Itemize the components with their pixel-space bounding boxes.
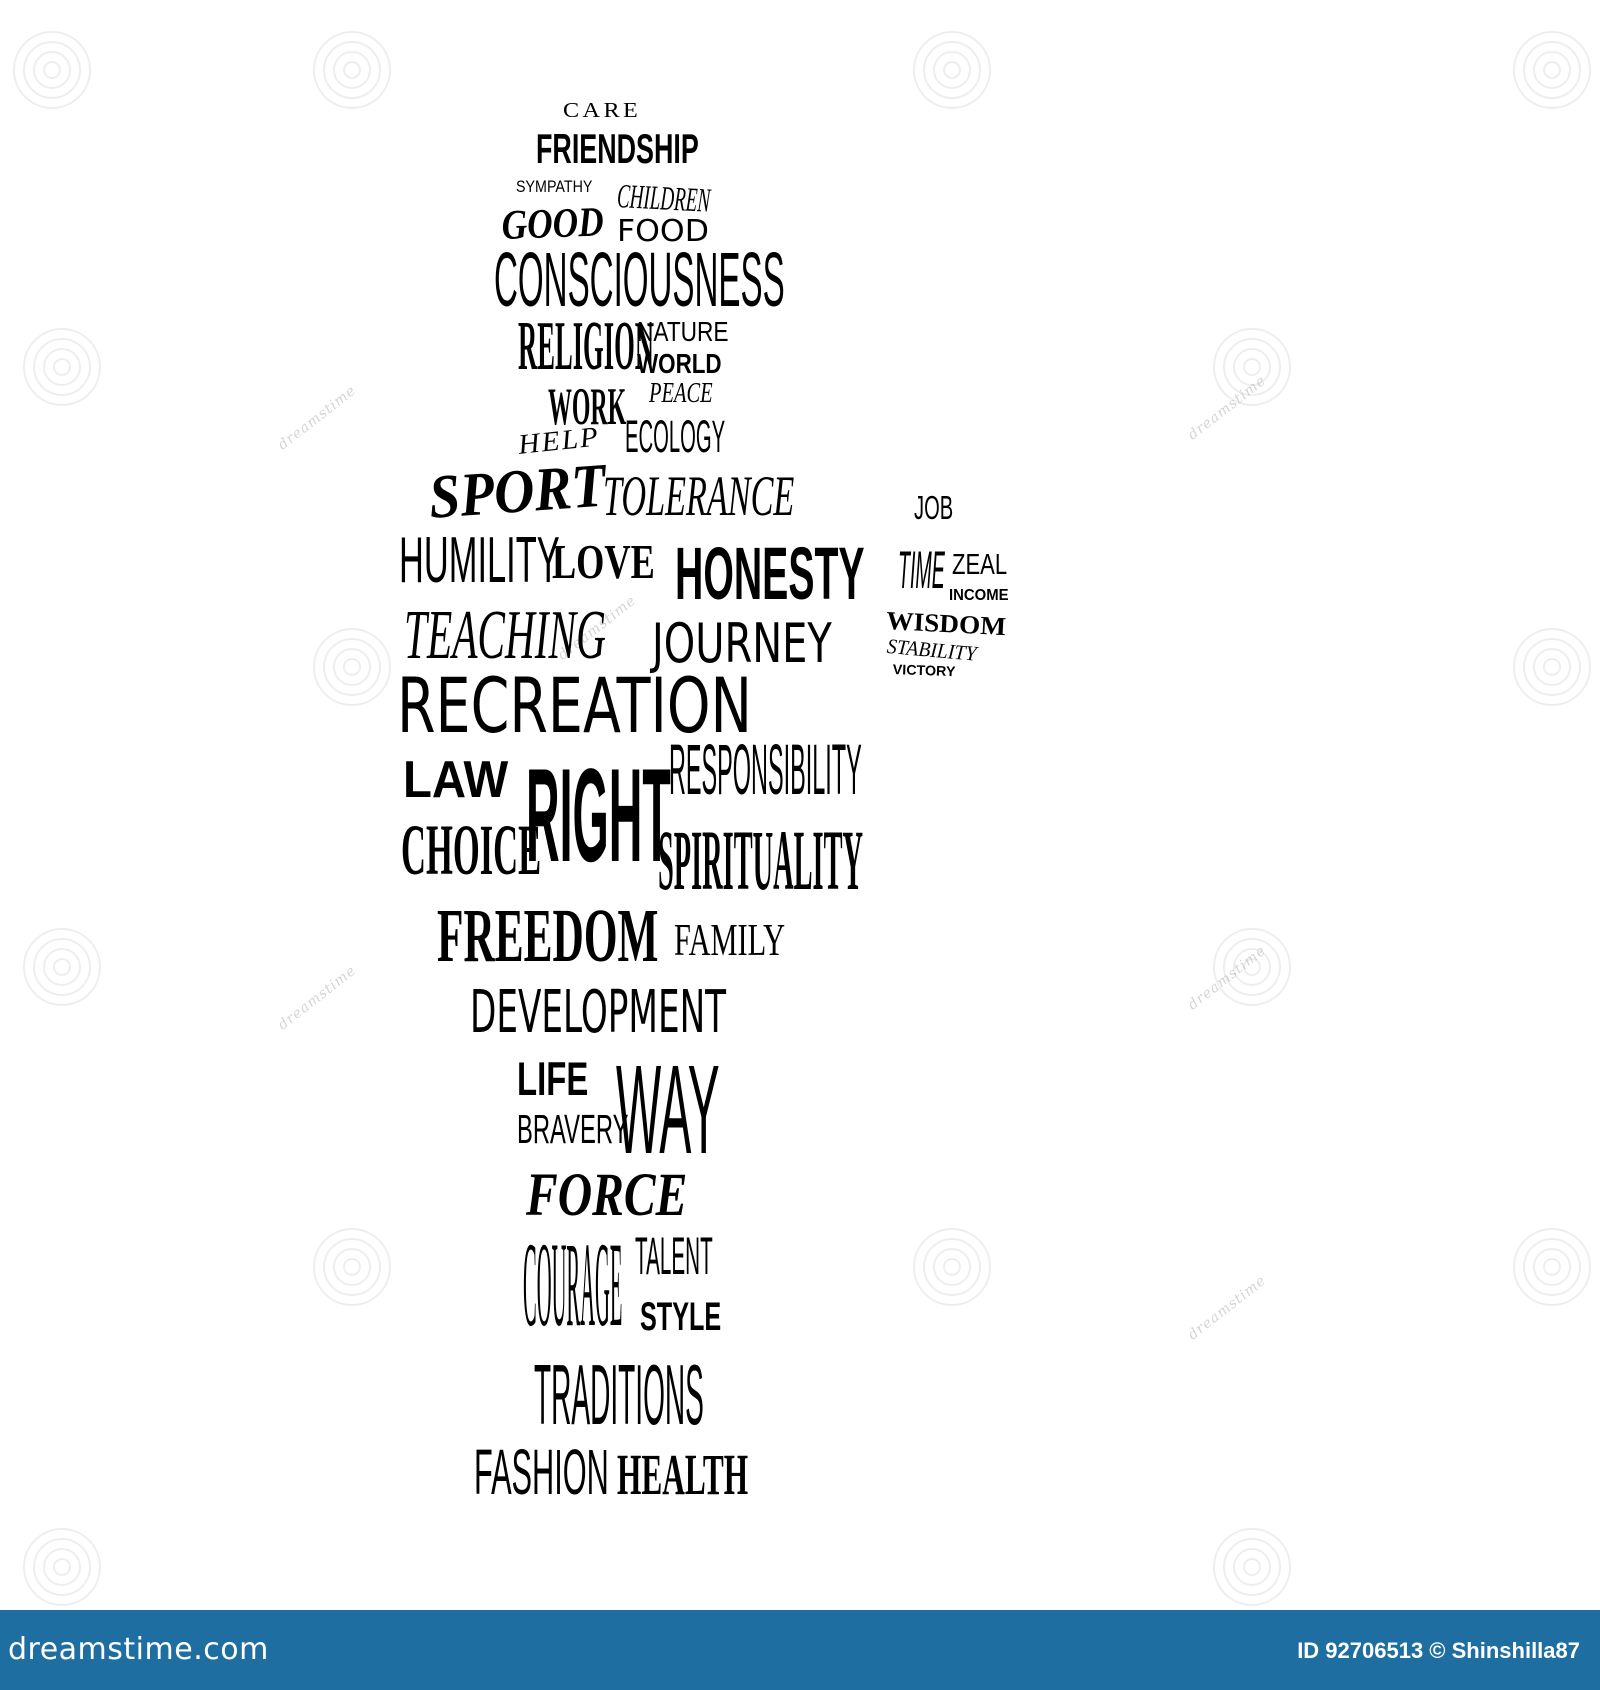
word-job: JOB: [914, 489, 954, 526]
watermark-swirl-icon: [23, 928, 101, 1006]
word-tolerance: TOLERANCE: [603, 465, 795, 528]
word-health: HEALTH: [617, 1442, 749, 1507]
word-world: WORLD: [637, 348, 722, 379]
word-victory: VICTORY: [892, 661, 956, 680]
word-traditions: TRADITIONS: [534, 1348, 704, 1443]
word-freedom: FREEDOM: [437, 894, 659, 978]
word-style: STYLE: [640, 1295, 722, 1339]
word-consciousness: CONSCIOUSNESS: [494, 237, 785, 323]
watermark-swirl-icon: [1213, 928, 1291, 1006]
word-honesty: HONESTY: [675, 532, 865, 615]
word-religion: RELIGION: [518, 308, 654, 385]
word-responsibility: RESPONSIBILITY: [669, 731, 862, 810]
watermark-swirl-icon: [313, 1228, 391, 1306]
word-family: FAMILY: [674, 914, 786, 965]
word-right: RIGHT: [526, 742, 671, 890]
word-talent: TALENT: [635, 1227, 713, 1286]
word-income: INCOME: [949, 587, 1009, 604]
image-credit: ID 92706513 © Shinshilla87: [1297, 1638, 1580, 1663]
word-art-canvas: dreamstime dreamstime dreamstime dreamst…: [13, 31, 1591, 1606]
word-bravery: BRAVERY: [517, 1106, 629, 1152]
watermark-swirl-icon: [1513, 1228, 1591, 1306]
word-food: FOOD: [617, 214, 709, 249]
watermark-swirl-icon: [13, 31, 91, 109]
word-care: CARE: [563, 98, 642, 122]
word-way: WAY: [616, 1039, 720, 1180]
watermark-swirl-icon: [1513, 31, 1591, 109]
word-journey: JOURNEY: [652, 612, 832, 675]
watermark-text: dreamstime: [275, 382, 360, 454]
word-sport: SPORT: [426, 451, 608, 532]
word-zeal: ZEAL: [952, 549, 1008, 581]
word-teaching: TEACHING: [404, 597, 606, 674]
word-fashion: FASHION: [474, 1436, 609, 1508]
word-friendship: FRIENDSHIP: [536, 125, 699, 172]
word-development: DEVELOPMENT: [470, 977, 727, 1046]
word-children: CHILDREN: [616, 178, 712, 220]
word-work: WORK: [548, 378, 627, 436]
footer-bar: dreamstime.com ID 92706513 © Shinshilla8…: [0, 1610, 1600, 1690]
word-nature: NATURE: [637, 316, 729, 347]
watermark-swirl-icon: [23, 1528, 101, 1606]
word-love: LOVE: [552, 534, 655, 589]
watermark-text: dreamstime: [275, 962, 360, 1034]
word-ecology: ECOLOGY: [625, 411, 726, 462]
watermark-text: dreamstime: [1185, 1272, 1270, 1344]
watermark-swirl-icon: [913, 1228, 991, 1306]
word-spirituality: SPIRITUALITY: [658, 812, 864, 908]
word-life: LIFE: [517, 1052, 589, 1105]
word-humility: HUMILITY: [399, 523, 560, 596]
watermark-swirl-icon: [913, 31, 991, 109]
watermark-swirl-icon: [1513, 628, 1591, 706]
word-peace: PEACE: [649, 378, 713, 409]
footer-logo: dreamstime.com: [8, 1632, 269, 1667]
watermark-swirl-icon: [1213, 1528, 1291, 1606]
watermark-swirl-icon: [313, 628, 391, 706]
watermark-swirl-icon: [313, 31, 391, 109]
word-law: LAW: [403, 751, 509, 809]
word-sympathy: SYMPATHY: [516, 177, 593, 196]
watermark-swirl-icon: [23, 328, 101, 406]
word-time: TIME: [898, 541, 945, 600]
word-choice: CHOICE: [401, 810, 542, 890]
word-courage: COURAGE: [523, 1218, 623, 1352]
word-recreation: RECREATION: [397, 661, 753, 750]
watermark-swirl-icon: [1213, 328, 1291, 406]
word-force: FORCE: [526, 1162, 688, 1229]
